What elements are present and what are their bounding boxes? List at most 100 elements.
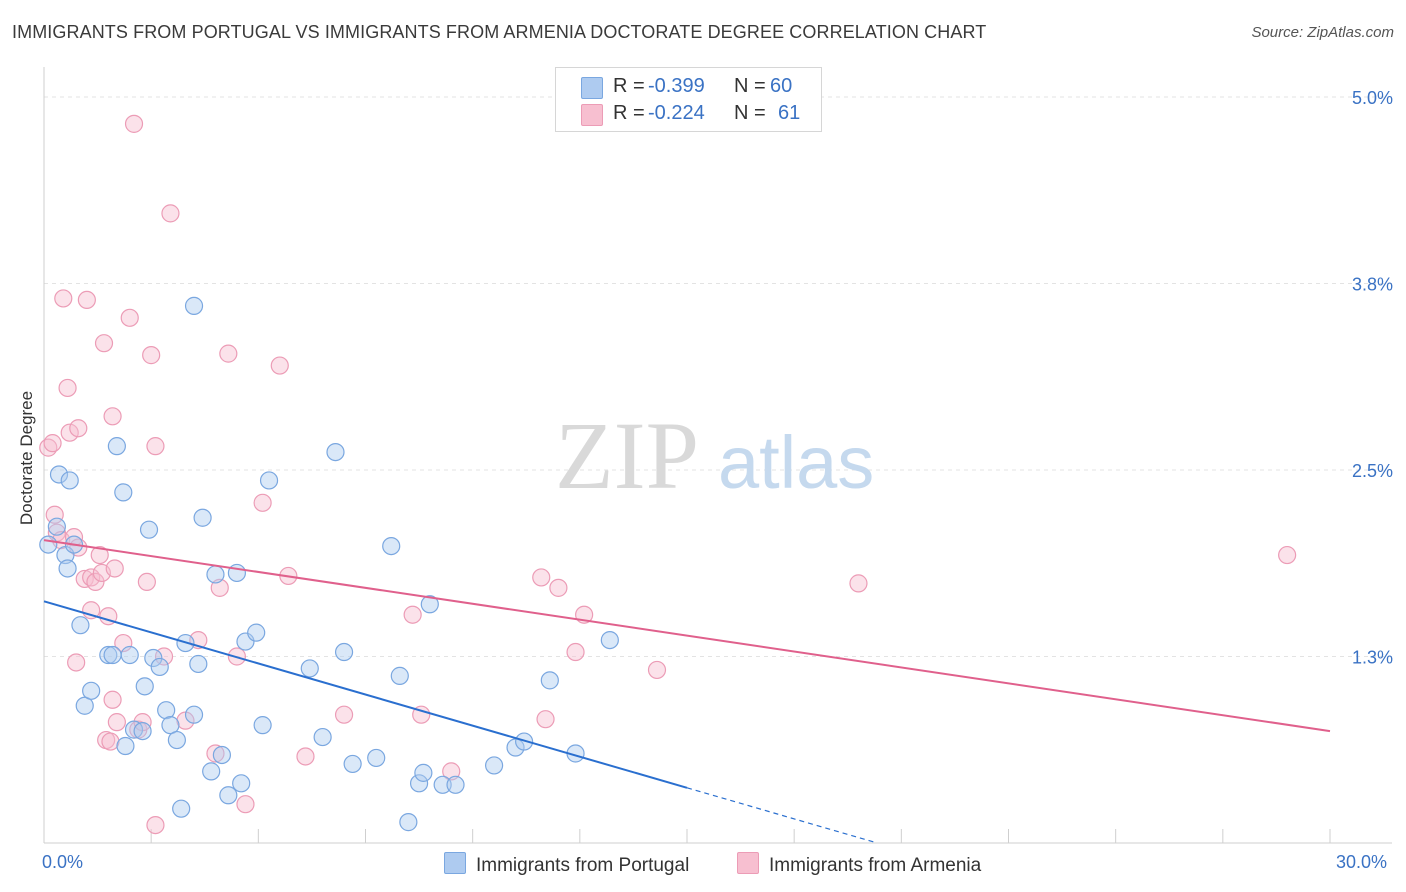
portugal-point	[189, 654, 208, 674]
armenia-point	[64, 528, 84, 547]
portugal-point	[103, 645, 122, 665]
armenia-point	[101, 732, 120, 751]
correlation-legend: R = -0.399 N = 60 R = -0.224 N = 61	[555, 67, 822, 132]
armenia-point	[60, 423, 79, 442]
armenia-point	[296, 747, 315, 766]
x-tick-label-max: 30.0%	[1336, 852, 1388, 872]
y-tick-label: 2.5%	[1352, 461, 1393, 481]
portugal-point	[343, 754, 362, 774]
portugal-point	[399, 813, 418, 832]
portugal-point	[157, 701, 176, 720]
portugal-point	[414, 763, 433, 782]
armenia-point	[161, 204, 180, 223]
armenia-point	[146, 815, 165, 835]
portugal-point	[120, 645, 139, 665]
watermark-atlas: atlas	[718, 421, 874, 504]
portugal-point	[58, 559, 77, 578]
armenia-point	[137, 572, 156, 592]
portugal-point	[367, 748, 386, 768]
r-label: R =	[613, 75, 645, 97]
x-tick-label-min: 0.0%	[42, 852, 84, 872]
portugal-point	[60, 471, 79, 490]
y-tick-label: 5.0%	[1352, 88, 1393, 108]
armenia-point	[442, 762, 461, 781]
source-label: Source: ZipAtlas.com	[1251, 24, 1394, 41]
portugal-point	[184, 296, 204, 315]
chart-title: IMMIGRANTS FROM PORTUGAL VS IMMIGRANTS F…	[12, 22, 987, 42]
n-label: N =	[734, 102, 766, 124]
grid-lines	[44, 96, 1392, 657]
armenia-point	[120, 308, 139, 327]
portugal-point	[390, 666, 409, 685]
armenia-point	[647, 660, 667, 680]
armenia-point	[43, 434, 62, 453]
armenia-trend-line	[43, 539, 1331, 733]
armenia-point	[334, 705, 354, 724]
armenia-point	[1278, 545, 1297, 565]
trend-lines	[43, 539, 1331, 844]
armenia-points	[39, 114, 1297, 835]
portugal-point	[334, 642, 354, 662]
portugal-point	[172, 799, 191, 818]
portugal-trend-line	[43, 600, 688, 789]
legend-item-portugal[interactable]: Immigrants from Portugal	[444, 852, 689, 877]
portugal-point	[135, 677, 154, 696]
portugal-point	[144, 648, 163, 668]
portugal-point	[313, 727, 332, 747]
armenia-point	[124, 114, 144, 133]
portugal-point	[232, 774, 251, 793]
y-tick-label: 3.8%	[1352, 275, 1393, 295]
armenia-point	[532, 568, 551, 587]
portugal-point	[420, 595, 439, 614]
portugal-point	[433, 775, 452, 794]
r-value: -0.224	[648, 102, 705, 124]
armenia-point	[270, 356, 289, 375]
portugal-point	[116, 736, 135, 756]
armenia-point	[54, 289, 73, 308]
portugal-point	[167, 730, 186, 750]
portugal-point	[150, 657, 169, 677]
portugal-point	[206, 565, 225, 584]
n-value: 61	[778, 102, 801, 124]
armenia-point	[75, 569, 94, 589]
portugal-point	[409, 774, 429, 793]
portugal-point	[184, 705, 204, 724]
watermark-zip: ZIP	[555, 402, 699, 509]
portugal-point	[300, 659, 319, 678]
legend-item-armenia[interactable]: Immigrants from Armenia	[737, 852, 981, 877]
armenia-point	[90, 545, 109, 565]
n-label: N =	[734, 75, 766, 97]
armenia-point	[236, 795, 255, 814]
portugal-point	[600, 630, 619, 650]
armenia-point	[105, 559, 124, 578]
portugal-legend-label: Immigrants from Portugal	[476, 855, 690, 876]
y-tick-label: 1.3%	[1352, 648, 1393, 668]
n-value: 60	[770, 75, 793, 97]
portugal-point	[82, 681, 101, 700]
armenia-point	[219, 344, 238, 363]
armenia-point	[67, 653, 86, 672]
portugal-legend-swatch	[444, 852, 466, 874]
armenia-point	[103, 690, 122, 709]
armenia-point	[69, 419, 88, 438]
portugal-point	[540, 671, 559, 690]
armenia-point	[210, 578, 229, 597]
armenia-legend-label: Immigrants from Armenia	[769, 855, 982, 876]
armenia-point	[536, 710, 555, 729]
armenia-point	[142, 346, 161, 365]
portugal-point	[49, 465, 69, 484]
armenia-point	[94, 334, 114, 353]
armenia-legend-swatch	[737, 852, 759, 874]
portugal-point	[485, 756, 504, 775]
armenia-point	[103, 407, 122, 426]
armenia-point	[849, 574, 868, 593]
portugal-point	[99, 645, 118, 665]
armenia-point	[146, 437, 165, 456]
r-value: -0.399	[648, 75, 705, 97]
portugal-point	[253, 716, 272, 735]
portugal-point	[247, 623, 266, 642]
portugal-points	[39, 296, 619, 832]
portugal-point	[107, 437, 126, 456]
portugal-point	[139, 520, 159, 539]
